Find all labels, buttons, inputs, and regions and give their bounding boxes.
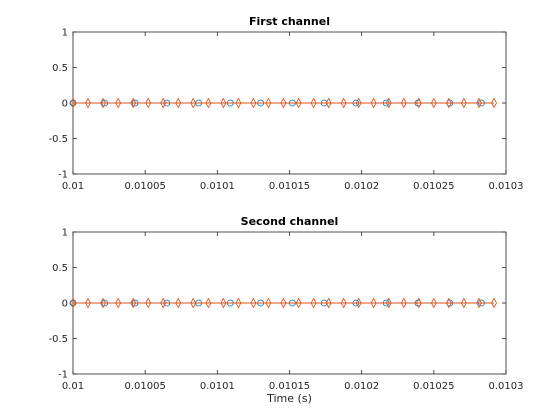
panel2-series-2-point xyxy=(265,297,272,309)
panel1-xtick-label: 0.0103 xyxy=(489,181,524,192)
panel2-ytick-label: 0.5 xyxy=(52,263,68,274)
panel1-xtick-label: 0.0102 xyxy=(344,181,379,192)
panel1-title: First channel xyxy=(249,15,330,28)
panel2-series-2-point xyxy=(460,297,467,309)
panel1-xtick-label: 0.01025 xyxy=(413,181,454,192)
panel2-series-2-point xyxy=(190,297,197,309)
panel2-series-2-point xyxy=(310,297,317,309)
panel1-ytick-label: 0.5 xyxy=(52,63,68,74)
panel2-series-2-point xyxy=(130,297,137,309)
panel1-series-2-point xyxy=(400,97,407,109)
panel1-series-2-point xyxy=(430,97,437,109)
panel2-series-2-point xyxy=(430,297,437,309)
panel1-series-2-point xyxy=(491,97,497,109)
panel2-ytick-label: 1 xyxy=(62,228,68,239)
panel1-series-2-point xyxy=(370,97,377,109)
panel2-xtick-label: 0.0103 xyxy=(489,381,524,392)
panel1-ytick-label: -0.5 xyxy=(48,134,68,145)
panel1-series-2-point xyxy=(310,97,317,109)
panel2-series-2-point xyxy=(85,297,91,309)
panel1-series-2-point xyxy=(220,97,227,109)
panel2-series-2-point xyxy=(385,297,392,309)
panel1-series-2-point xyxy=(295,97,302,109)
panel1-series-2-point xyxy=(85,97,91,109)
panel2-ytick-label: 0 xyxy=(62,299,68,310)
panel2-series-2-point xyxy=(235,297,242,309)
panel2-series-2-point xyxy=(355,297,362,309)
panel2-series-2-point xyxy=(295,297,302,309)
panel1-series-2-point xyxy=(235,97,242,109)
panel2-series-2-point xyxy=(100,297,106,309)
panel1-series-2-point xyxy=(460,97,467,109)
panel2-ytick-label: -1 xyxy=(58,370,68,381)
panel2-series-2-point xyxy=(415,297,422,309)
panel1-series-2-point xyxy=(160,97,167,109)
panel2-series-2-point xyxy=(445,297,452,309)
panel2-series-2-point xyxy=(370,297,377,309)
panel1-xtick-label: 0.01015 xyxy=(269,181,310,192)
panel1-series-2 xyxy=(70,97,497,109)
panel1-series-2-point xyxy=(70,97,76,109)
panel1-ytick-label: -1 xyxy=(58,170,68,181)
panel1-ytick-label: 1 xyxy=(62,28,68,39)
panel2-series-2-point xyxy=(160,297,167,309)
panel2-series-2-point xyxy=(250,297,257,309)
panel1-series-2-point xyxy=(280,97,287,109)
panel1-series-2-point xyxy=(355,97,362,109)
panel2-series-2-point xyxy=(145,297,152,309)
panel1-series-2-point xyxy=(115,97,122,109)
panel1-ytick-label: 0 xyxy=(62,99,68,110)
panel1-xtick-label: 0.01005 xyxy=(124,181,165,192)
panel2-ytick-label: -0.5 xyxy=(48,334,68,345)
panel2-xtick-label: 0.0102 xyxy=(344,381,379,392)
panel2-xtick-label: 0.01025 xyxy=(413,381,454,392)
panel1-series-2-point xyxy=(415,97,422,109)
panel2-series-2-point xyxy=(280,297,287,309)
panel1-series-2-point xyxy=(385,97,392,109)
panel1-series-2-point xyxy=(190,97,197,109)
panel1-series-2-point xyxy=(100,97,106,109)
panel1-series-2-point xyxy=(130,97,137,109)
panel2-series-2-point xyxy=(220,297,227,309)
panel2-xlabel: Time (s) xyxy=(266,392,312,405)
panel1-xtick-label: 0.0101 xyxy=(200,181,235,192)
panel2-xtick-label: 0.01 xyxy=(62,381,84,392)
panel2-series-2 xyxy=(70,297,497,309)
panel1-series-2-point xyxy=(445,97,452,109)
panel1-series-2-point xyxy=(476,97,482,109)
panel2-axes: Second channel 0.01 0.01005 0.0101 0.01015 0.… xyxy=(48,215,523,405)
panel2-series-2-point xyxy=(400,297,407,309)
panel1-axes: First channel 0.01 0.01005 0.0101 0.01015 0.0… xyxy=(48,15,523,192)
panel2-series-2-point xyxy=(325,297,332,309)
panel2-series-2-point xyxy=(476,297,482,309)
panel2-series-2-point xyxy=(175,297,182,309)
panel2-series-2-point xyxy=(115,297,122,309)
panel2-xtick-label: 0.01015 xyxy=(269,381,310,392)
panel1-series-2-point xyxy=(340,97,347,109)
panel2-series-2-point xyxy=(340,297,347,309)
panel2-series-2-point xyxy=(205,297,212,309)
panel1-series-2-point xyxy=(145,97,152,109)
panel1-series-2-point xyxy=(175,97,182,109)
panel2-title: Second channel xyxy=(241,215,339,228)
panel1-xtick-label: 0.01 xyxy=(62,181,84,192)
panel2-xtick-label: 0.0101 xyxy=(200,381,235,392)
panel1-series-2-point xyxy=(265,97,272,109)
panel2-series-2-point xyxy=(70,297,76,309)
panel2-xtick-label: 0.01005 xyxy=(124,381,165,392)
panel1-series-2-point xyxy=(205,97,212,109)
panel2-series-2-point xyxy=(491,297,497,309)
panel1-series-2-point xyxy=(250,97,257,109)
panel1-series-2-point xyxy=(325,97,332,109)
